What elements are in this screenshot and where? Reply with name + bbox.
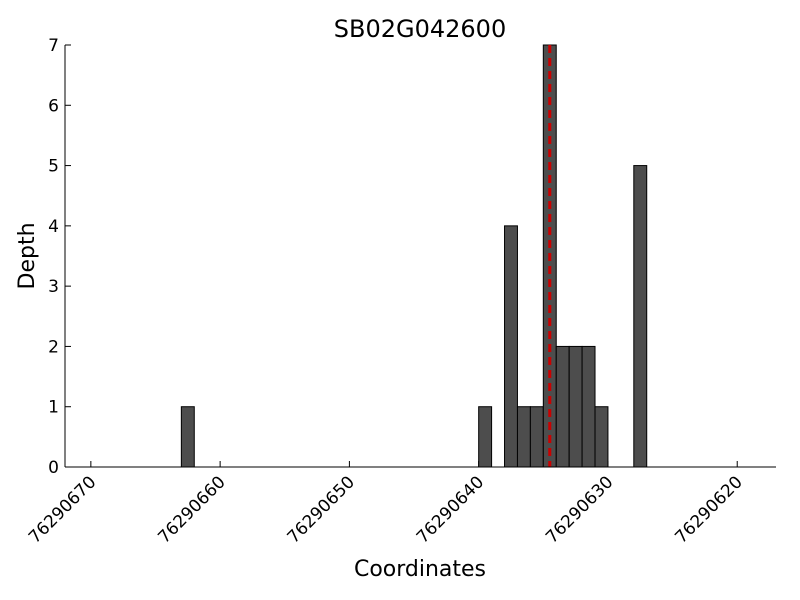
y-tick-label: 3 <box>48 277 59 297</box>
y-tick-label: 0 <box>48 458 59 478</box>
bar <box>180 406 195 468</box>
y-tick-label: 6 <box>48 96 59 116</box>
bar <box>633 165 648 468</box>
bar <box>516 406 531 468</box>
bar <box>555 345 570 468</box>
x-tick-label: 76290660 <box>154 472 229 547</box>
bar <box>478 406 493 468</box>
x-tick-label: 76290670 <box>25 472 100 547</box>
x-tick-label: 76290650 <box>284 472 359 547</box>
x-tick-label: 76290640 <box>413 472 488 547</box>
bar <box>568 345 583 468</box>
chart-title: SB02G042600 <box>334 15 506 43</box>
bar <box>581 345 596 468</box>
bar <box>594 406 609 468</box>
bar <box>529 406 544 468</box>
y-tick-label: 5 <box>48 157 59 177</box>
y-tick-label: 2 <box>48 337 59 357</box>
y-tick-label: 1 <box>48 398 59 418</box>
y-tick-label: 4 <box>48 217 59 237</box>
x-axis-label: Coordinates <box>354 557 486 582</box>
y-tick-label: 7 <box>48 36 59 56</box>
bar <box>504 225 518 468</box>
y-axis-label: Depth <box>15 222 40 289</box>
x-tick-label: 76290620 <box>671 472 746 547</box>
x-tick-label: 76290630 <box>542 472 617 547</box>
